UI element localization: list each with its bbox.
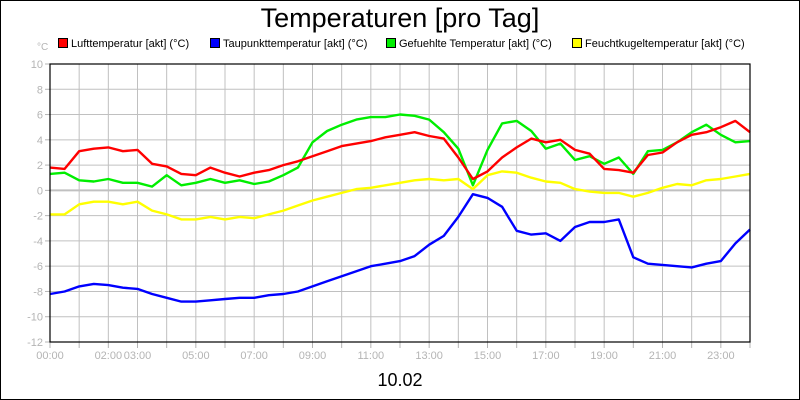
legend-swatch-blue xyxy=(210,38,220,48)
y-tick-label: 8 xyxy=(37,84,43,96)
x-tick-label: 19:00 xyxy=(590,350,618,362)
y-tick-label: 6 xyxy=(37,110,43,122)
x-tick-label: 13:00 xyxy=(415,350,443,362)
x-tick-label: 21:00 xyxy=(649,350,677,362)
legend-item-lufttemperatur: Lufttemperatur [akt] (°C) xyxy=(58,37,189,51)
plot-area-border xyxy=(49,63,751,343)
x-tick-label: 00:00 xyxy=(36,350,64,362)
x-tick-label: 17:00 xyxy=(532,350,560,362)
series-line-1 xyxy=(49,192,751,303)
y-tick-label: 2 xyxy=(37,160,43,172)
x-axis-date-label: 10.02 xyxy=(377,370,423,390)
grid-lines xyxy=(50,63,750,343)
x-tick-label: 07:00 xyxy=(240,350,268,362)
y-tick-label: 4 xyxy=(37,135,43,147)
x-tick-label: 23:00 xyxy=(707,350,735,362)
y-axis-unit: °C xyxy=(37,42,49,53)
y-tick-label: -6 xyxy=(33,261,43,273)
data-series xyxy=(49,113,751,303)
y-axis: 10 8 6 4 2 0 -2 -4 -6 -8 -10 -12 xyxy=(27,59,50,349)
x-tick-label: 03:00 xyxy=(124,350,152,362)
x-tick-label: 05:00 xyxy=(182,350,210,362)
series-line-0 xyxy=(49,119,751,181)
legend-item-feuchtkugeltemperatur: Feuchtkugeltemperatur [akt] (°C) xyxy=(572,37,745,51)
y-tick-label: 10 xyxy=(31,59,43,71)
y-tick-label: -10 xyxy=(27,312,43,324)
legend-label: Feuchtkugeltemperatur [akt] (°C) xyxy=(585,38,745,50)
legend-item-gefuehlte-temperatur: Gefuehlte Temperatur [akt] (°C) xyxy=(386,37,552,51)
x-tick-label: 15:00 xyxy=(474,350,502,362)
y-tick-label: -8 xyxy=(33,286,43,298)
chart-title: Temperaturen [pro Tag] xyxy=(260,3,540,33)
legend-item-taupunkttemperatur: Taupunkttemperatur [akt] (°C) xyxy=(210,37,367,51)
legend-swatch-yellow xyxy=(572,38,582,48)
legend-label: Taupunkttemperatur [akt] (°C) xyxy=(223,38,368,50)
legend-swatch-green xyxy=(386,38,396,48)
legend-label: Lufttemperatur [akt] (°C) xyxy=(71,38,190,50)
x-tick-label: 02:00 xyxy=(95,350,123,362)
x-tick-label: 09:00 xyxy=(299,350,327,362)
x-tick-label: 11:00 xyxy=(357,350,384,362)
y-tick-label: -2 xyxy=(33,211,43,223)
y-tick-label: 0 xyxy=(37,185,43,197)
legend-label: Gefuehlte Temperatur [akt] (°C) xyxy=(399,38,552,50)
x-axis: 00:00 02:00 03:00 05:00 07:00 09:00 11:00 13:00… xyxy=(36,342,751,362)
y-tick-label: -4 xyxy=(33,236,43,248)
series-line-3 xyxy=(50,170,751,221)
legend-swatch-red xyxy=(58,38,68,48)
y-tick-label: -12 xyxy=(27,337,43,349)
